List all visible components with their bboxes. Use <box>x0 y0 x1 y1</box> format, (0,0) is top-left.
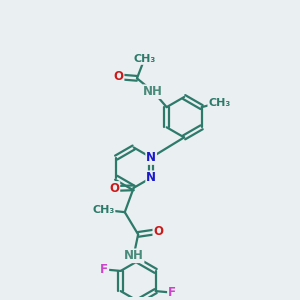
Text: NH: NH <box>143 85 163 98</box>
Text: O: O <box>114 70 124 83</box>
Text: CH₃: CH₃ <box>133 54 155 64</box>
Text: N: N <box>146 151 156 164</box>
Text: F: F <box>100 263 108 276</box>
Text: N: N <box>146 171 156 184</box>
Text: O: O <box>153 225 163 238</box>
Text: CH₃: CH₃ <box>208 98 230 108</box>
Text: O: O <box>110 182 119 195</box>
Text: CH₃: CH₃ <box>92 205 115 215</box>
Text: F: F <box>168 286 176 299</box>
Text: NH: NH <box>124 249 144 262</box>
